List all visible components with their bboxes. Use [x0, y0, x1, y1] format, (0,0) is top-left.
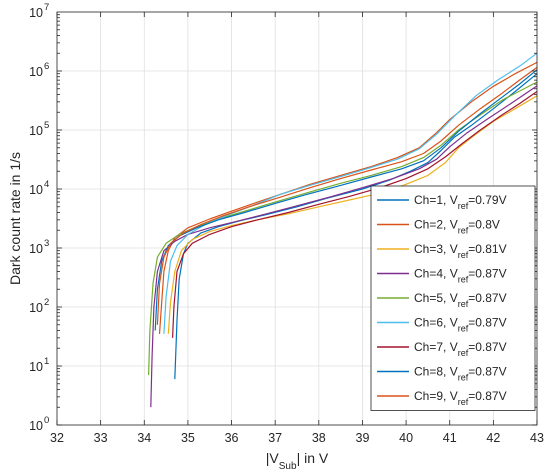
- series-line-ch5: [148, 81, 538, 376]
- y-tick-label: 10: [29, 301, 43, 315]
- series-line-ch7: [172, 91, 538, 338]
- y-tick-label: 10: [29, 124, 43, 138]
- legend-entry-label: Ch=1, Vref=0.79V: [414, 193, 507, 211]
- legend-entry-label: Ch=3, Vref=0.81V: [414, 242, 507, 260]
- y-tick-label-exponent: 0: [44, 415, 49, 426]
- y-tick-label-exponent: 5: [44, 120, 49, 131]
- series-line-ch1: [174, 73, 538, 380]
- y-tick-label-exponent: 3: [44, 238, 49, 249]
- x-axis-label-suffix: | in V: [297, 450, 329, 466]
- data-series-layer: [148, 52, 538, 408]
- legend: Ch=1, Vref=0.79V Ch=2, Vref=0.8V Ch=3, Vre…: [370, 185, 536, 411]
- x-axis-tick-labels: 32 33 34 35 36 37 38 39 40 41 42 43: [50, 431, 544, 445]
- x-tick-label: 40: [399, 431, 413, 445]
- legend-entry-label: Ch=9, Vref=0.87V: [414, 389, 507, 407]
- plot-frame: [56, 11, 538, 426]
- x-tick-label: 32: [50, 431, 64, 445]
- legend-entry-label: Ch=2, Vref=0.8V: [414, 218, 500, 236]
- x-axis-label-subscript: Sub: [279, 461, 297, 472]
- series-line-ch4: [150, 85, 538, 408]
- y-tick-label: 10: [29, 65, 43, 79]
- x-tick-label: 36: [225, 431, 239, 445]
- x-tick-label: 33: [94, 431, 108, 445]
- y-tick-label: 10: [29, 360, 43, 374]
- y-tick-label: 10: [29, 183, 43, 197]
- legend-entry-label: Ch=4, Vref=0.87V: [414, 267, 507, 285]
- x-tick-label: 34: [137, 431, 151, 445]
- x-tick-label: 38: [312, 431, 326, 445]
- y-tick-label-exponent: 2: [44, 297, 49, 308]
- x-tick-label: 42: [486, 431, 500, 445]
- x-tick-label: 37: [268, 431, 282, 445]
- series-line-ch3: [167, 95, 538, 334]
- x-axis-label-prefix: |V: [266, 450, 280, 466]
- y-tick-label: 10: [29, 419, 43, 433]
- legend-entry-label: Ch=6, Vref=0.87V: [414, 316, 507, 334]
- series-line-ch9: [156, 66, 538, 325]
- x-tick-label: 39: [356, 431, 370, 445]
- series-line-ch2: [158, 61, 538, 334]
- x-tick-label: 43: [530, 431, 544, 445]
- y-tick-label: 10: [29, 242, 43, 256]
- y-tick-label: 10: [29, 6, 43, 20]
- y-tick-label-exponent: 4: [44, 179, 49, 190]
- x-tick-label: 35: [181, 431, 195, 445]
- y-tick-label-exponent: 1: [44, 356, 49, 367]
- legend-entry-label: Ch=7, Vref=0.87V: [414, 340, 507, 358]
- series-line-ch6: [163, 52, 538, 334]
- legend-entry-label: Ch=5, Vref=0.87V: [414, 291, 507, 309]
- y-tick-label-exponent: 6: [44, 61, 49, 72]
- legend-entry-label: Ch=8, Vref=0.87V: [414, 365, 507, 383]
- y-axis-label: Dark count rate in 1/s: [7, 152, 23, 285]
- x-axis-label: |VSub| in V: [266, 450, 329, 472]
- x-tick-label: 41: [443, 431, 457, 445]
- y-tick-label-exponent: 7: [44, 2, 49, 13]
